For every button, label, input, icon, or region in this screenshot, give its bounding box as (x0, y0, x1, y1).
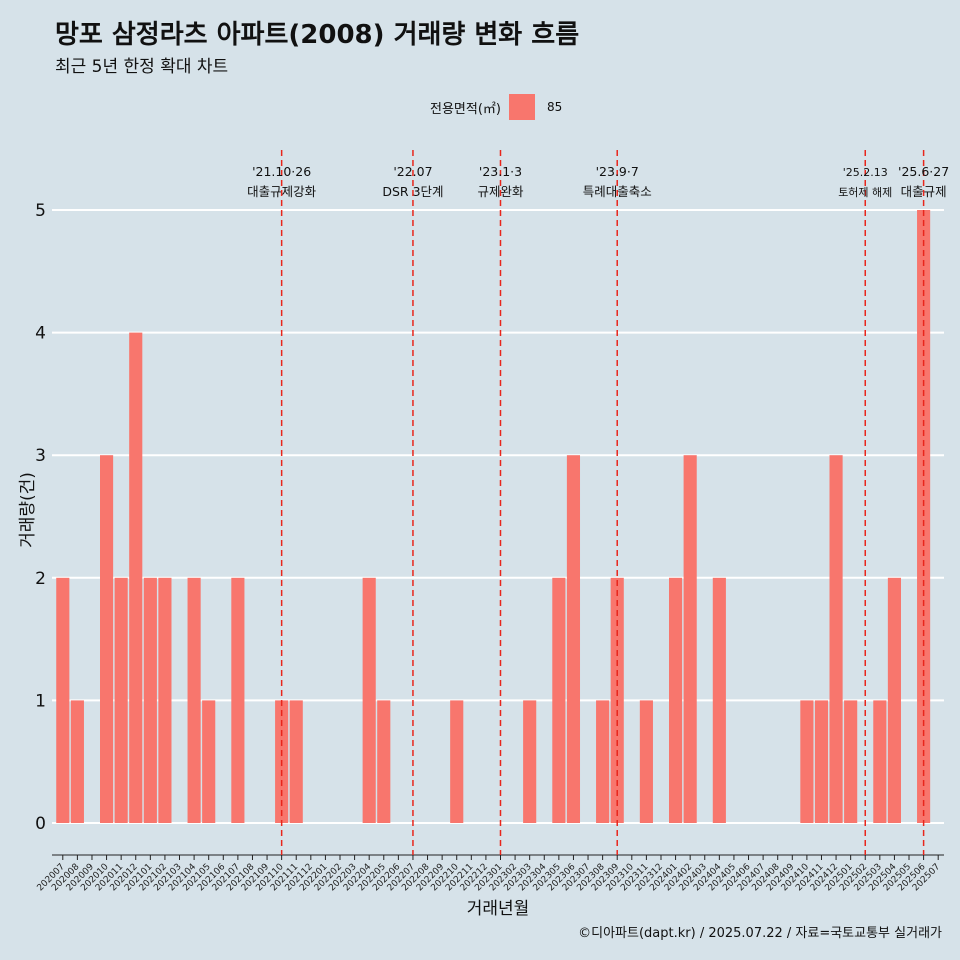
bar (917, 210, 931, 823)
y-tick-label: 0 (35, 814, 46, 834)
bar (129, 332, 143, 823)
y-tick-label: 5 (35, 201, 46, 221)
bar (887, 577, 901, 823)
bar (158, 577, 172, 823)
bar (639, 700, 653, 823)
bar (99, 455, 114, 823)
x-axis-title: 거래년월 (467, 899, 530, 919)
bar (800, 700, 814, 823)
bar (289, 700, 303, 823)
bar (829, 455, 843, 823)
event-date-label: '22.07 (393, 164, 432, 179)
bar (566, 455, 581, 823)
event-date-label: '25.2.13 (843, 166, 888, 179)
legend-swatch (508, 94, 535, 120)
source-caption: ©디아파트(dapt.kr) / 2025.07.22 / 자료=국토교통부 실… (578, 926, 942, 941)
y-tick-label: 1 (35, 691, 46, 711)
bar (202, 700, 216, 823)
legend-label: 85 (546, 100, 563, 114)
legend-title: 전용면적(㎡) (430, 101, 501, 117)
legend: 전용면적(㎡) 85 (430, 94, 562, 120)
event-label: 특례대출축소 (583, 184, 652, 199)
bar (56, 577, 70, 823)
y-tick-label: 4 (35, 324, 46, 344)
event-date-label: '23.9·7 (596, 164, 639, 179)
event-label: 토허제 해제 (838, 185, 892, 199)
bar (669, 577, 683, 823)
bar (712, 577, 726, 823)
chart-subtitle: 최근 5년 한정 확대 차트 (55, 57, 229, 77)
event-label: DSR 3단계 (382, 184, 443, 199)
bar (187, 577, 201, 823)
bar (683, 455, 697, 823)
event-date-label: '25.6·27 (898, 164, 949, 179)
y-tick-label: 3 (35, 446, 46, 466)
y-tick-label: 2 (35, 569, 46, 589)
bar (844, 700, 858, 823)
bar (552, 577, 566, 823)
event-date-label: '23.1·3 (479, 164, 522, 179)
bar (814, 700, 829, 823)
bar (523, 700, 537, 823)
bar (450, 700, 464, 823)
chart-title: 망포 삼정라츠 아파트(2008) 거래량 변화 흐름 (55, 20, 580, 50)
y-axis-title: 거래량(건) (18, 472, 38, 548)
event-label: 대출규제강화 (247, 184, 317, 199)
event-label: 규제완화 (477, 184, 524, 199)
bar (362, 577, 376, 823)
bar (231, 577, 245, 823)
bar (114, 577, 128, 823)
event-label: 대출규제 (901, 184, 947, 199)
bar (70, 700, 84, 823)
bar (873, 700, 887, 823)
event-date-label: '21.10·26 (252, 164, 311, 179)
bar (596, 700, 610, 823)
bar (377, 700, 391, 823)
bar (143, 577, 157, 823)
